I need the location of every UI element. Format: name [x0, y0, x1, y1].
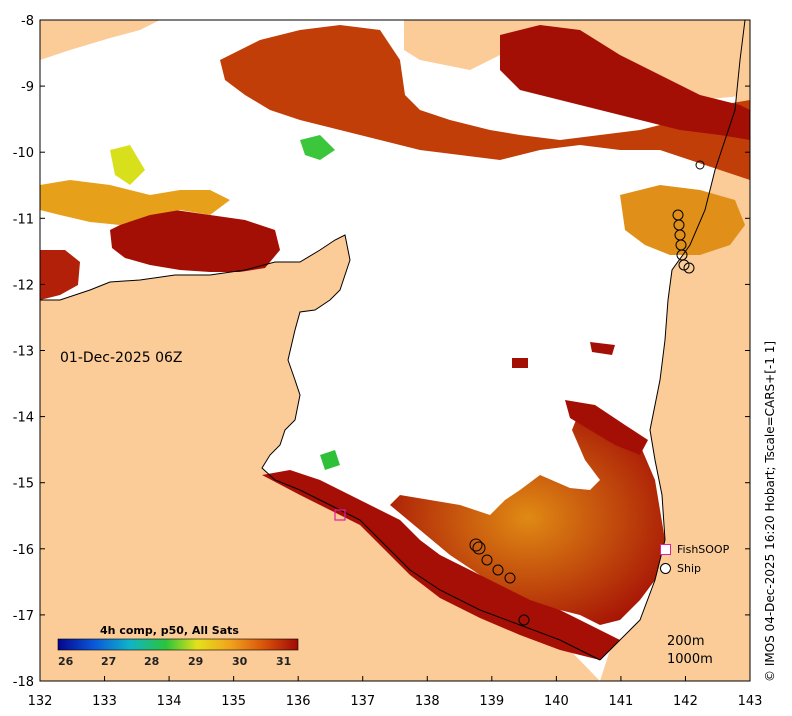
colorbar-tick: 29 — [188, 655, 204, 668]
contour-200m: 200m — [667, 634, 705, 649]
coastline — [40, 19, 746, 661]
ship-marker — [504, 572, 516, 584]
fishsoop-marker — [334, 509, 346, 521]
x-tick-label: 137 — [350, 694, 375, 709]
x-tick-label: 143 — [738, 694, 763, 709]
colorbar — [57, 638, 299, 651]
colorbar-tick: 27 — [101, 655, 117, 668]
date-label: 01-Dec-2025 06Z — [60, 350, 183, 366]
y-tick-label: -12 — [13, 278, 34, 293]
sst-spot — [512, 358, 528, 368]
x-tick-label: 136 — [286, 694, 311, 709]
x-tick-label: 135 — [221, 694, 246, 709]
sst-green-patch-3 — [320, 450, 340, 470]
sst-south-coast — [262, 470, 620, 660]
sst-gulf-west — [110, 210, 280, 272]
ship-marker — [518, 614, 530, 626]
ship-marker — [492, 564, 504, 576]
ship-track — [469, 160, 705, 626]
sst-west-edge — [40, 250, 80, 300]
x-tick-label: 138 — [415, 694, 440, 709]
ship-marker — [481, 554, 493, 566]
legend-fishsoop: FishSOOP — [660, 543, 729, 556]
y-tick-label: -11 — [13, 212, 34, 227]
y-tick-label: -8 — [21, 14, 34, 29]
ship-marker — [469, 538, 483, 552]
x-tick-label: 140 — [544, 694, 569, 709]
colorbar-tick: 26 — [58, 655, 74, 668]
contour-1000m: 1000m — [667, 652, 713, 667]
x-tick-label: 141 — [608, 694, 633, 709]
colorbar-tick: 28 — [144, 655, 160, 668]
ship-marker — [472, 541, 486, 555]
x-tick-label: 132 — [28, 694, 53, 709]
x-tick-label: 139 — [479, 694, 504, 709]
sst-north-band — [220, 25, 750, 180]
sst-green-patch-2 — [110, 145, 145, 185]
y-tick-label: -15 — [13, 477, 34, 492]
y-axis: -8 -9 -10 -11 -12 -13 -14 -15 -16 -17 -18 — [13, 14, 750, 690]
y-tick-label: -18 — [13, 675, 34, 690]
y-tick-label: -9 — [21, 80, 34, 95]
sst-green-patch-1 — [300, 135, 335, 160]
colorbar-tick: 30 — [232, 655, 248, 668]
x-tick-label: 142 — [673, 694, 698, 709]
y-tick-label: -16 — [13, 543, 34, 558]
x-axis: 132 133 134 135 136 137 138 139 140 141 142 143 — [28, 676, 763, 709]
sst-mid-east — [565, 400, 648, 455]
colorbar-title: 4h comp, p50, All Sats — [100, 624, 239, 637]
sst-data — [40, 25, 750, 660]
x-tick-label: 134 — [157, 694, 182, 709]
y-tick-label: -13 — [13, 345, 34, 360]
y-tick-label: -17 — [13, 609, 34, 624]
y-tick-label: -14 — [13, 411, 34, 426]
legend-ship: Ship — [660, 562, 701, 575]
sst-east-coast — [390, 410, 665, 625]
ship-marker — [695, 160, 705, 170]
sst-east-band — [620, 185, 745, 255]
ship-legend-label: Ship — [677, 562, 701, 575]
sst-spot-2 — [590, 342, 615, 355]
fishsoop-legend-icon — [660, 544, 671, 555]
credit-text: © IMOS 04-Dec-2025 16:20 Hobart; Tscale=… — [763, 340, 777, 682]
sst-northwest — [40, 180, 230, 225]
sst-north-far — [500, 25, 750, 140]
x-tick-label: 133 — [92, 694, 117, 709]
ship-marker — [683, 262, 695, 274]
ship-legend-icon — [660, 563, 671, 574]
fishsoop-legend-label: FishSOOP — [677, 543, 730, 556]
colorbar-tick: 31 — [276, 655, 292, 668]
y-tick-label: -10 — [13, 146, 34, 161]
